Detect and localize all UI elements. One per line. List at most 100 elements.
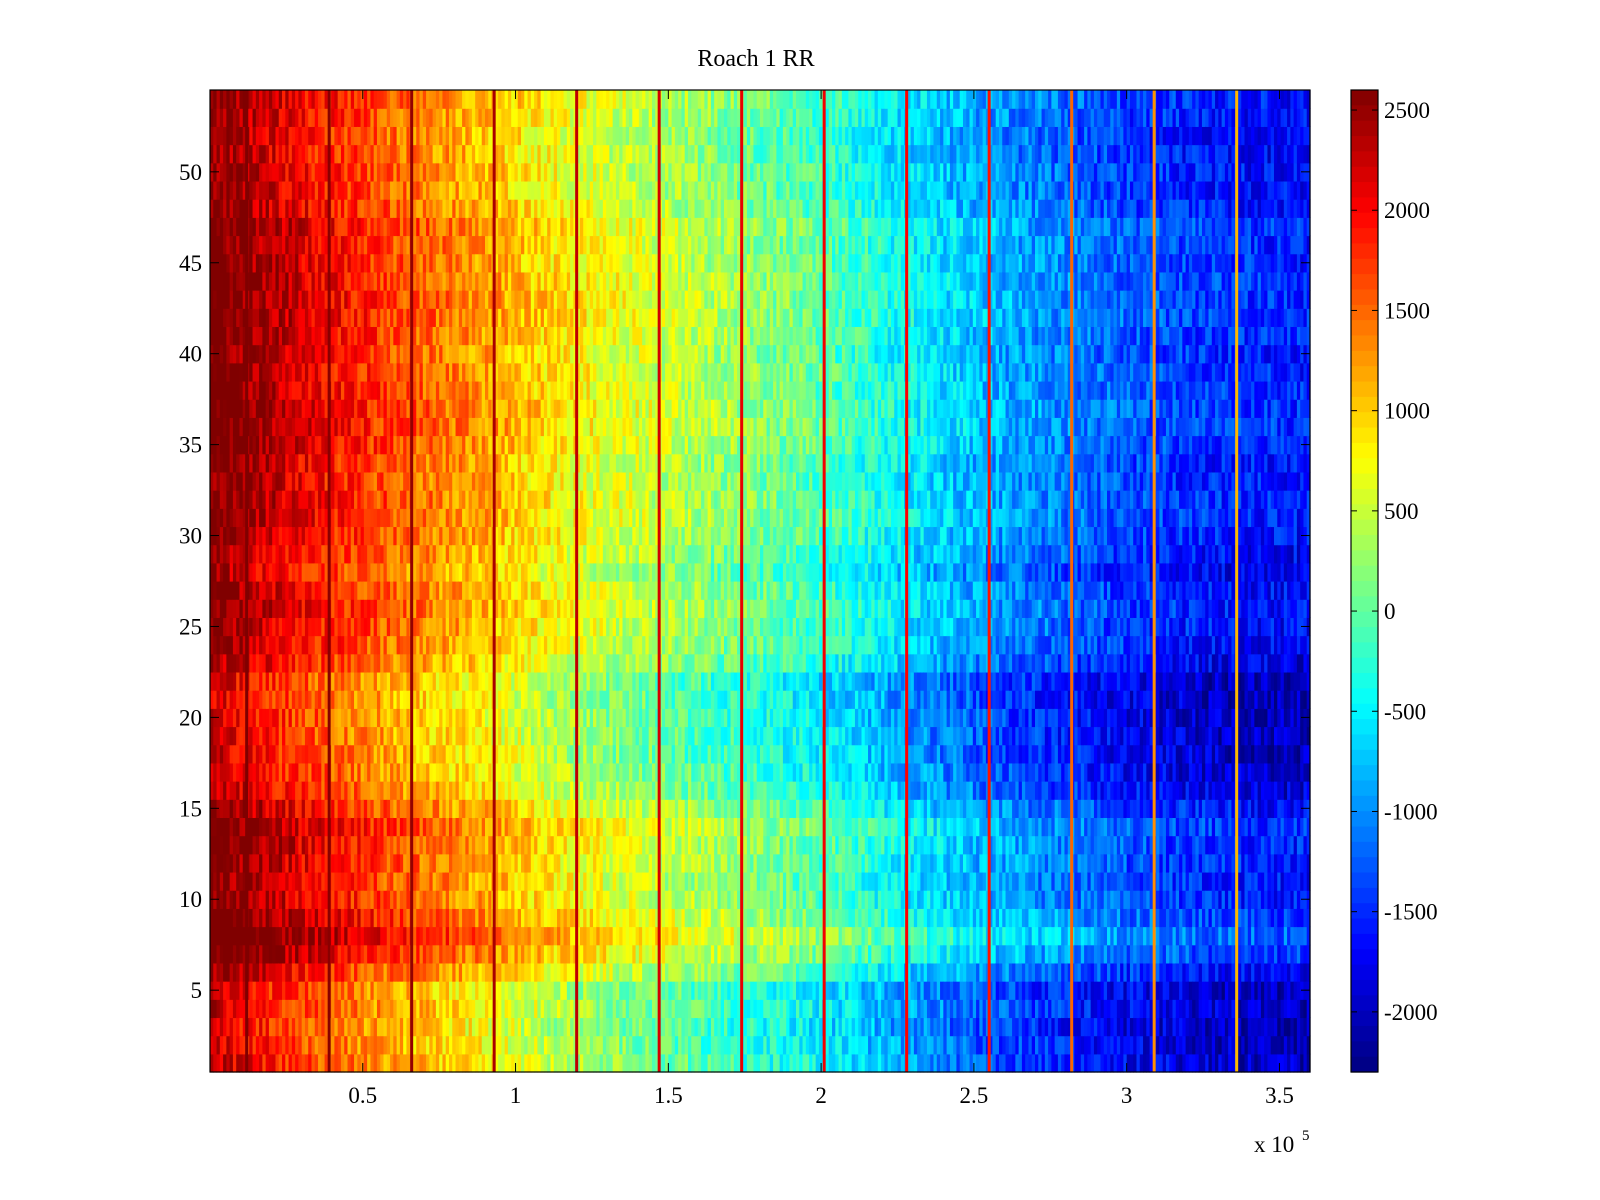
heatmap-cell xyxy=(219,762,224,782)
heatmap-cell xyxy=(367,126,372,146)
heatmap-cell xyxy=(236,799,241,819)
heatmap-cell xyxy=(354,435,358,455)
heatmap-cell xyxy=(331,999,335,1019)
heatmap-cell xyxy=(370,653,375,673)
heatmap-cell xyxy=(275,853,280,873)
heatmap-cell xyxy=(357,508,362,528)
heatmap-cell xyxy=(363,962,368,982)
heatmap-cell xyxy=(255,126,260,146)
heatmap-cell xyxy=(324,508,329,528)
heatmap-cell xyxy=(291,380,296,400)
heatmap-cell xyxy=(239,526,244,546)
heatmap-cell xyxy=(262,871,267,891)
heatmap-cell xyxy=(304,671,309,691)
heatmap-cell xyxy=(334,781,339,800)
heatmap-cell xyxy=(259,653,263,673)
heatmap-cell xyxy=(275,290,280,309)
heatmap-cell xyxy=(291,744,296,764)
heatmap-cell xyxy=(210,599,214,618)
heatmap-cell xyxy=(308,926,313,946)
heatmap-cell xyxy=(242,999,247,1019)
heatmap-cell xyxy=(249,526,254,546)
heatmap-cell xyxy=(360,380,365,400)
heatmap-cell xyxy=(268,981,273,1000)
heatmap-cell xyxy=(242,435,247,455)
heatmap-cell xyxy=(314,271,319,291)
heatmap-cell xyxy=(255,890,260,909)
heatmap-cell xyxy=(321,526,326,546)
heatmap-cell xyxy=(282,853,286,873)
heatmap-cell xyxy=(337,690,342,709)
heatmap-cell xyxy=(223,762,227,782)
heatmap-cell xyxy=(360,762,365,782)
heatmap-cell xyxy=(229,1017,234,1037)
heatmap-cell xyxy=(360,1035,365,1055)
heatmap-cell xyxy=(304,653,309,673)
heatmap-cell xyxy=(219,271,224,291)
heatmap-cell xyxy=(252,999,257,1019)
heatmap-cell xyxy=(324,653,329,673)
heatmap-cell xyxy=(252,1017,257,1037)
heatmap-cell xyxy=(288,144,293,164)
heatmap-cell xyxy=(291,762,296,782)
heatmap-cell xyxy=(324,199,329,218)
heatmap-cell xyxy=(321,180,326,200)
heatmap-cell xyxy=(354,762,358,782)
heatmap-cell xyxy=(213,653,218,673)
heatmap-cell xyxy=(291,926,296,946)
heatmap-cell xyxy=(337,781,342,800)
heatmap-cell xyxy=(367,708,372,728)
heatmap-cell xyxy=(331,235,335,255)
heatmap-cell xyxy=(318,726,322,746)
heatmap-cell xyxy=(226,690,231,709)
heatmap-cell xyxy=(314,453,319,473)
heatmap-cell xyxy=(298,544,303,564)
heatmap-cell xyxy=(268,362,273,382)
heatmap-cell xyxy=(321,435,326,455)
heatmap-cell xyxy=(272,308,277,328)
heatmap-cell xyxy=(344,853,349,873)
heatmap-cell xyxy=(344,144,349,164)
heatmap-cell xyxy=(268,871,273,891)
heatmap-cell xyxy=(219,508,224,528)
heatmap-cell xyxy=(321,908,326,928)
heatmap-cell xyxy=(354,399,358,418)
heatmap-cell xyxy=(314,853,319,873)
heatmap-cell xyxy=(324,380,329,400)
heatmap-cell xyxy=(219,835,224,855)
heatmap-cell xyxy=(314,508,319,528)
heatmap-cell xyxy=(219,671,224,691)
heatmap-cell xyxy=(337,417,342,437)
heatmap-cell xyxy=(331,1035,335,1055)
heatmap-cell xyxy=(334,835,339,855)
heatmap-cell xyxy=(262,217,267,237)
heatmap-cell xyxy=(236,217,241,237)
heatmap-cell xyxy=(298,671,303,691)
heatmap-cell xyxy=(295,853,299,873)
heatmap-cell xyxy=(308,617,313,637)
heatmap-cell xyxy=(337,653,342,673)
heatmap-cell xyxy=(344,235,349,255)
heatmap-cell xyxy=(223,380,227,400)
heatmap-cell xyxy=(275,1053,280,1073)
heatmap-cell xyxy=(357,871,362,891)
heatmap-cell xyxy=(311,871,316,891)
heatmap-cell xyxy=(265,326,270,346)
heatmap-cell xyxy=(370,490,375,509)
heatmap-cell xyxy=(337,235,342,255)
heatmap-cell xyxy=(295,144,299,164)
heatmap-cell xyxy=(216,126,221,146)
heatmap-cell xyxy=(282,399,286,418)
heatmap-cell xyxy=(288,671,293,691)
heatmap-cell xyxy=(259,290,263,309)
heatmap-cell xyxy=(340,1017,345,1037)
heatmap-cell xyxy=(344,508,349,528)
heatmap-cell xyxy=(288,526,293,546)
heatmap-cell xyxy=(210,962,214,982)
heatmap-cell xyxy=(350,1017,355,1037)
heatmap-cell xyxy=(275,217,280,237)
heatmap-cell xyxy=(301,271,306,291)
heatmap-cell xyxy=(282,1017,286,1037)
heatmap-cell xyxy=(255,362,260,382)
heatmap-cell xyxy=(347,126,352,146)
